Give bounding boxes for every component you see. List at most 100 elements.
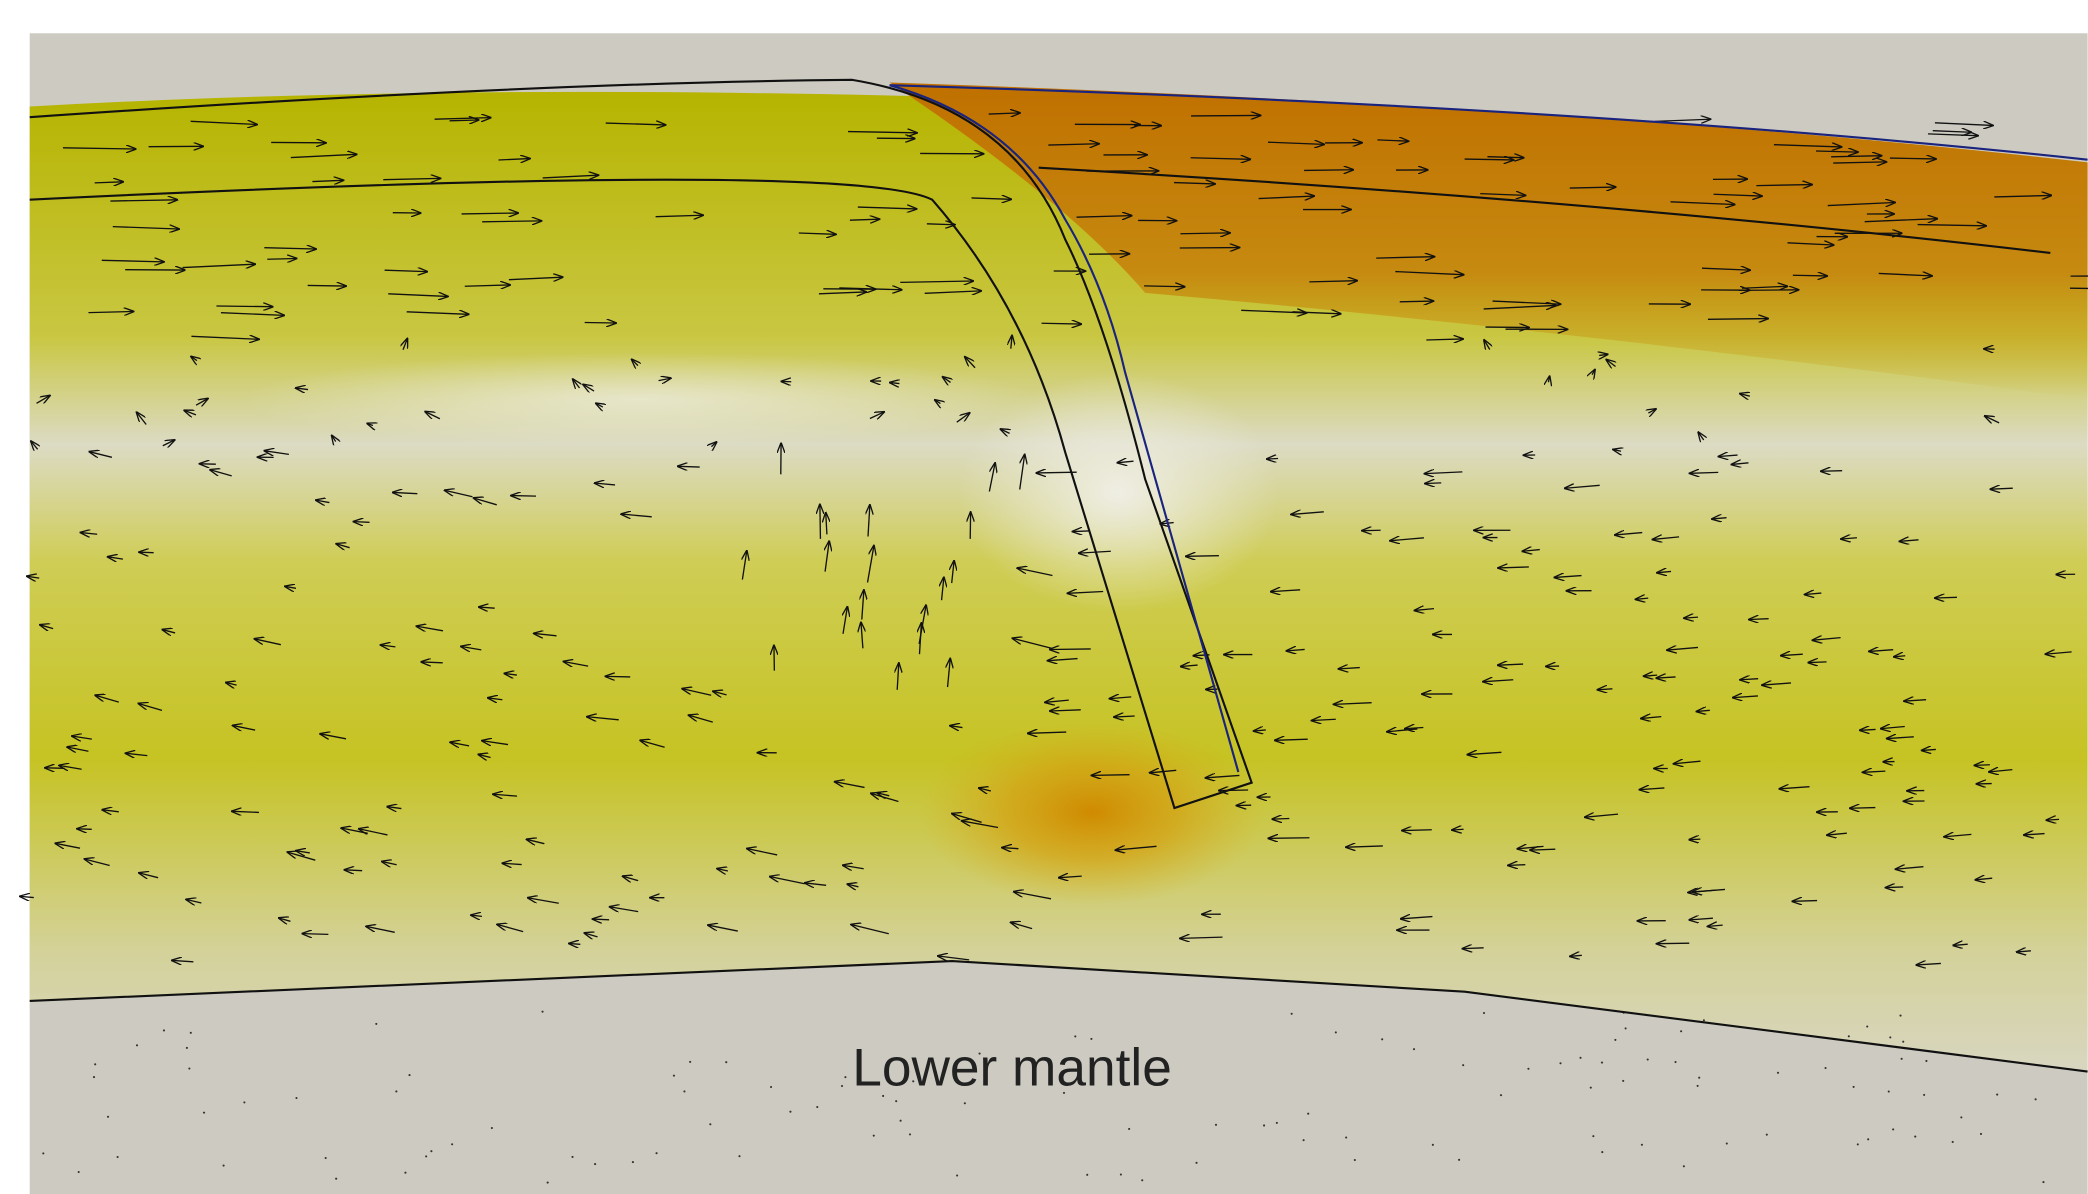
region-label: Lower mantle <box>852 1039 1172 1098</box>
velocity-dot <box>1996 1094 1998 1096</box>
velocity-dot <box>1276 1122 1278 1124</box>
velocity-arrow <box>1809 662 1827 663</box>
velocity-arrow <box>1219 790 1248 791</box>
velocity-dot <box>375 1023 377 1025</box>
velocity-dot <box>2042 1181 2044 1183</box>
velocity-dot <box>1500 1094 1502 1096</box>
velocity-arrow <box>1860 729 1875 730</box>
velocity-dot <box>1527 1068 1529 1070</box>
velocity-dot <box>594 1163 596 1165</box>
velocity-dot <box>1925 1060 1927 1062</box>
velocity-dot <box>1483 1012 1485 1014</box>
velocity-dot <box>909 1133 911 1135</box>
velocity-dot <box>1647 1058 1649 1060</box>
velocity-dot <box>408 1074 410 1076</box>
slab-tip-glow <box>919 719 1265 905</box>
velocity-dot <box>1462 1064 1464 1066</box>
velocity-arrow <box>1425 483 1441 484</box>
velocity-arrow <box>1073 531 1089 532</box>
velocity-dot <box>738 1155 740 1157</box>
velocity-dot <box>1888 1090 1890 1092</box>
velocity-dot <box>632 1161 634 1163</box>
velocity-dot <box>186 1047 188 1049</box>
velocity-dot <box>93 1076 95 1078</box>
velocity-dot <box>895 1100 897 1102</box>
velocity-arrow <box>1739 290 1798 291</box>
velocity-dot <box>190 1032 192 1034</box>
velocity-dot <box>844 1076 846 1078</box>
velocity-dot <box>1703 1019 1705 1021</box>
velocity-arrow <box>1092 775 1130 776</box>
velocity-dot <box>1074 1035 1076 1037</box>
velocity-dot <box>430 1150 432 1152</box>
velocity-dot <box>1641 1144 1643 1146</box>
velocity-dot <box>956 1174 958 1176</box>
velocity-dot <box>325 1157 327 1159</box>
velocity-arrow <box>820 505 821 539</box>
velocity-arrow <box>1793 275 1827 276</box>
velocity-dot <box>873 1135 875 1137</box>
velocity-dot <box>1141 1179 1143 1181</box>
velocity-dot <box>1726 1142 1728 1144</box>
velocity-dot <box>1866 1025 1868 1027</box>
velocity-arrow <box>1304 170 1353 171</box>
velocity-arrow <box>593 919 609 920</box>
velocity-dot <box>816 1106 818 1108</box>
velocity-dot <box>94 1063 96 1065</box>
simulation-view: Lower mantle <box>0 0 2088 1194</box>
velocity-dot <box>1413 1048 1415 1050</box>
velocity-dot <box>491 1127 493 1129</box>
velocity-arrow <box>1749 619 1768 620</box>
velocity-dot <box>1899 1015 1901 1017</box>
velocity-arrow <box>1402 830 1432 831</box>
velocity-dot <box>42 1152 44 1154</box>
velocity-dot <box>1590 1087 1592 1089</box>
velocity-dot <box>1086 1174 1088 1176</box>
velocity-dot <box>1128 1128 1130 1130</box>
velocity-arrow <box>1890 158 1936 159</box>
velocity-dot <box>1766 1134 1768 1136</box>
velocity-dot <box>1215 1124 1217 1126</box>
velocity-dot <box>163 1029 165 1031</box>
velocity-dot <box>1914 1136 1916 1138</box>
velocity-arrow <box>606 676 630 677</box>
velocity-dot <box>1458 1159 1460 1161</box>
velocity-dot <box>789 1111 791 1113</box>
velocity-dot <box>2035 1098 2037 1100</box>
velocity-arrow <box>1465 159 1513 160</box>
velocity-dot <box>1698 1077 1700 1079</box>
velocity-arrow <box>1269 838 1310 839</box>
velocity-dot <box>1923 1094 1925 1096</box>
velocity-dot <box>1857 1143 1859 1145</box>
velocity-dot <box>107 1116 109 1118</box>
velocity-dot <box>725 1061 727 1063</box>
velocity-arrow <box>354 522 370 523</box>
velocity-dot <box>1625 1027 1627 1029</box>
velocity-dot <box>709 1123 711 1125</box>
velocity-arrow <box>2070 288 2088 289</box>
velocity-arrow <box>140 552 154 553</box>
velocity-arrow <box>1186 556 1219 557</box>
velocity-dot <box>1335 1031 1337 1033</box>
velocity-dot <box>243 1101 245 1103</box>
velocity-dot <box>1867 1138 1869 1140</box>
pale-band <box>240 353 1039 446</box>
velocity-dot <box>1674 1061 1676 1063</box>
velocity-dot <box>1889 1036 1891 1038</box>
velocity-arrow <box>1690 472 1718 473</box>
velocity-arrow <box>1267 459 1278 460</box>
velocity-dot <box>1622 1080 1624 1082</box>
velocity-dot <box>1901 1058 1903 1060</box>
velocity-arrow <box>678 466 700 467</box>
velocity-arrow <box>1793 901 1817 902</box>
velocity-arrow <box>1050 649 1091 650</box>
velocity-dot <box>1614 1039 1616 1041</box>
velocity-dot <box>1980 1133 1982 1135</box>
velocity-arrow <box>1821 471 1842 472</box>
velocity-arrow <box>1452 829 1463 830</box>
velocity-arrow <box>512 496 536 497</box>
velocity-dot <box>1354 1159 1356 1161</box>
velocity-dot <box>451 1143 453 1145</box>
velocity-arrow <box>1708 319 1768 320</box>
velocity-dot <box>1307 1113 1309 1115</box>
